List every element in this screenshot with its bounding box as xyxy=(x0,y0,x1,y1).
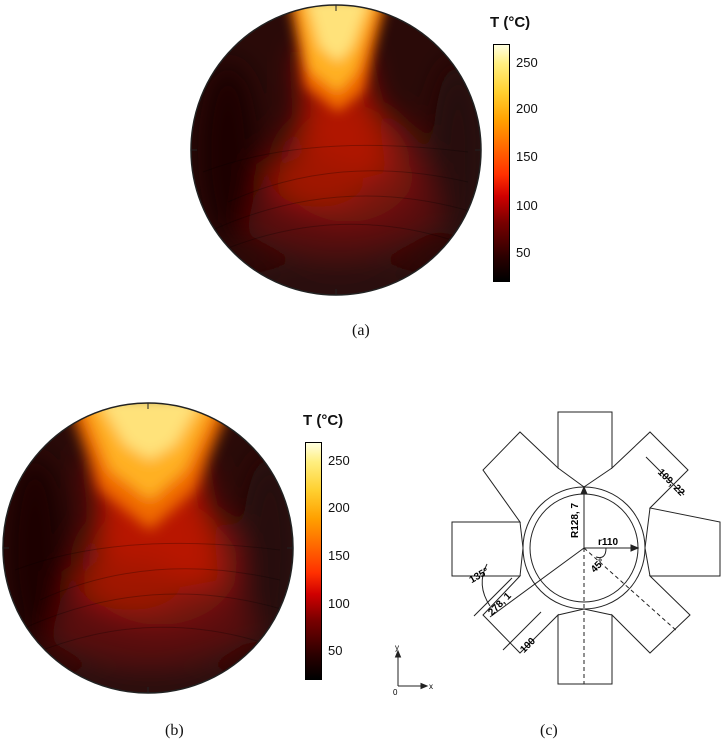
colorbar-a xyxy=(493,44,510,282)
colorbar-tick-b-250: 250 xyxy=(328,453,350,468)
colorbar-tick-b-50: 50 xyxy=(328,643,343,658)
dim-inner-radius: r110 xyxy=(598,537,618,548)
geometry-diagram: 109, 22 R128, 7 r110 45° 135° 278, 1 100… xyxy=(393,411,721,697)
colorbar-tick-b-150: 150 xyxy=(328,548,350,563)
colorbar-tick-b-100: 100 xyxy=(328,596,350,611)
heatmap-a xyxy=(190,4,482,296)
axis-x-label: x xyxy=(429,682,433,691)
colorbar-title-b: T (°C) xyxy=(303,412,344,429)
dim-wedge-angle: 135° xyxy=(468,566,491,586)
dim-arm-end: 100 xyxy=(518,636,538,656)
colorbar-tick-b-200: 200 xyxy=(328,500,350,515)
heatmap-b xyxy=(2,402,294,694)
colorbar-tick-a-100: 100 xyxy=(516,198,538,213)
caption-b: (b) xyxy=(165,722,184,739)
caption-c: (c) xyxy=(540,722,558,739)
axes-icon xyxy=(394,649,429,690)
dim-arm-angle: 45° xyxy=(589,557,607,575)
dim-arm-width: 109, 22 xyxy=(655,467,687,499)
colorbar-title-a: T (°C) xyxy=(490,14,531,31)
colorbar-tick-a-50: 50 xyxy=(516,245,531,260)
colorbar-tick-a-200: 200 xyxy=(516,101,538,116)
colorbar-tick-a-150: 150 xyxy=(516,149,538,164)
axis-y-label: y xyxy=(395,643,399,652)
axis-origin-label: 0 xyxy=(393,688,398,697)
dim-outer-radius: R128, 7 xyxy=(570,503,581,538)
caption-a: (a) xyxy=(352,322,370,339)
colorbar-tick-a-250: 250 xyxy=(516,55,538,70)
colorbar-b xyxy=(305,442,322,680)
dim-arm-length: 278, 1 xyxy=(486,591,514,619)
